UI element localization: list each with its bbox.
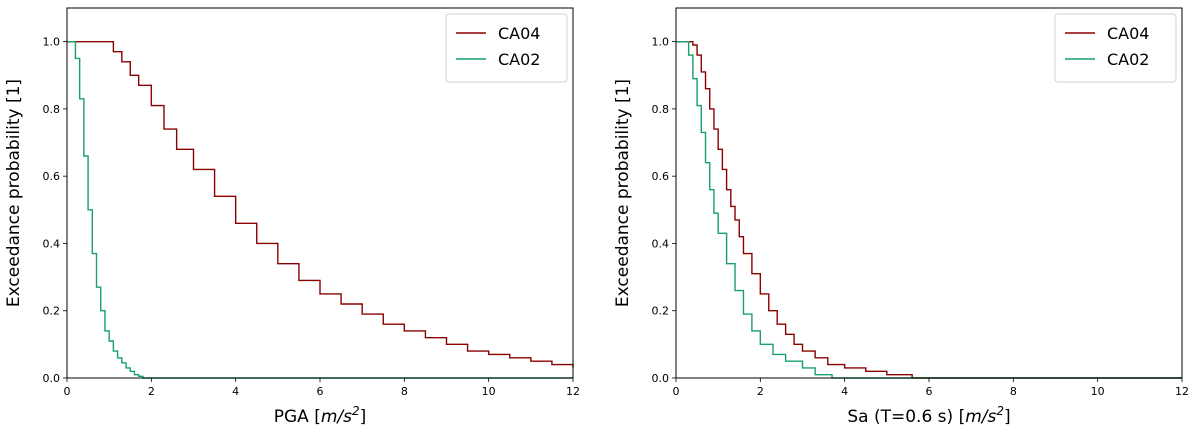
y-tick-label: 0.8 <box>43 103 61 116</box>
x-tick-label: 10 <box>1091 385 1105 398</box>
y-tick-label: 0.8 <box>652 103 670 116</box>
y-tick-label: 0.0 <box>43 372 61 385</box>
y-tick-label: 0.0 <box>652 372 670 385</box>
y-axis-label: Exceedance probability [1] <box>613 79 633 307</box>
series-line-ca04 <box>67 40 574 368</box>
x-tick-label: 4 <box>841 385 848 398</box>
x-tick-label: 2 <box>148 385 155 398</box>
x-tick-label: 12 <box>566 385 580 398</box>
series-line-ca02 <box>67 40 573 379</box>
y-axis-label: Exceedance probability [1] <box>4 79 24 307</box>
x-tick-label: 0 <box>64 385 71 398</box>
y-tick-label: 0.2 <box>43 305 61 318</box>
legend: CA04 CA02 <box>1054 13 1177 83</box>
x-axis-label: PGA [m/s2] <box>274 404 367 427</box>
legend-label-ca02: CA02 <box>498 50 540 69</box>
y-tick-label: 1.0 <box>43 36 61 49</box>
x-axis-label: Sa (T=0.6 s) [m/s2] <box>847 404 1010 427</box>
legend-label-ca04: CA04 <box>498 24 540 43</box>
x-tick-label: 2 <box>757 385 764 398</box>
x-tick-label: 0 <box>673 385 680 398</box>
chart-panel-2: 0 2 4 6 8 10 12 0.0 0.2 0.4 0.6 0.8 1.0 Sa (T=0.6 s) … <box>613 7 1189 427</box>
legend: CA04 CA02 <box>445 13 568 83</box>
y-tick-label: 0.4 <box>43 237 61 250</box>
x-tick-label: 6 <box>317 385 324 398</box>
series-line-ca04 <box>676 40 1182 379</box>
x-tick-label: 10 <box>482 385 496 398</box>
y-tick-label: 0.6 <box>43 170 61 183</box>
x-tick-label: 12 <box>1175 385 1189 398</box>
y-tick-label: 0.4 <box>652 237 670 250</box>
y-tick-label: 0.2 <box>652 305 670 318</box>
x-tick-label: 8 <box>401 385 408 398</box>
legend-box <box>445 13 568 83</box>
x-tick-label: 4 <box>232 385 239 398</box>
legend-label-ca04: CA04 <box>1107 24 1149 43</box>
legend-box <box>1054 13 1177 83</box>
y-tick-label: 0.6 <box>652 170 670 183</box>
legend-label-ca02: CA02 <box>1107 50 1149 69</box>
series-line-ca02 <box>676 40 1182 379</box>
chart-panel-1: 0 2 4 6 8 10 12 0.0 0.2 0.4 0.6 0.8 1.0 PGA [m/s2] Exc… <box>4 7 580 427</box>
x-tick-label: 8 <box>1010 385 1017 398</box>
y-tick-label: 1.0 <box>652 36 670 49</box>
x-tick-label: 6 <box>926 385 933 398</box>
